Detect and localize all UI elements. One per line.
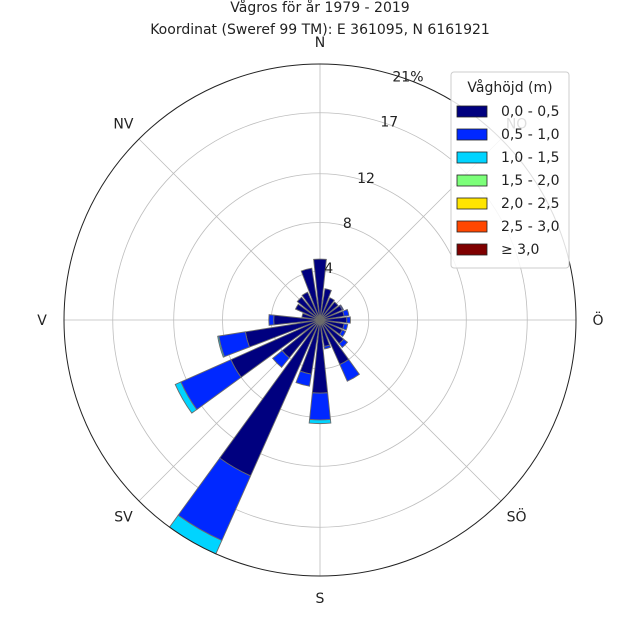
sector-bar-345-bin-0 — [300, 267, 321, 321]
sector-bar-330-bin-0 — [301, 291, 321, 321]
direction-label-3: SÖ — [507, 508, 527, 526]
legend-swatch-2 — [456, 151, 488, 164]
legend-label-5: 2,5 - 3,0 — [501, 219, 559, 235]
sector-bar-225-bin-1 — [271, 350, 290, 369]
sector-bar-90-bin-1 — [346, 316, 351, 324]
sector-bar-60-bin-1 — [339, 304, 344, 311]
legend-swatch-6 — [456, 243, 488, 256]
legend-swatch-3 — [456, 174, 488, 187]
sector-bar-195-bin-1 — [295, 370, 312, 387]
grid-spoke — [319, 319, 502, 502]
radial-tick-labels: 4 8 12 17 21% — [324, 69, 423, 276]
direction-label-4: S — [316, 591, 325, 607]
grid-spoke — [138, 138, 321, 321]
legend-label-0: 0,0 - 0,5 — [501, 104, 559, 120]
direction-label-6: V — [37, 313, 47, 329]
radial-tick-label: 8 — [343, 216, 352, 232]
chart-title-line2: Koordinat (Sweref 99 TM): E 361095, N 61… — [150, 22, 490, 38]
radial-tick-label: 4 — [324, 261, 333, 277]
legend-swatch-1 — [456, 128, 488, 141]
direction-label-5: SV — [114, 510, 133, 526]
sector-bar-135-bin-1 — [338, 338, 349, 349]
sector-bar-0-bin-0 — [313, 258, 327, 321]
radial-tick-label: 21% — [392, 69, 423, 85]
sector-bar-150-bin-1 — [339, 358, 361, 382]
legend-label-3: 1,5 - 2,0 — [501, 173, 559, 189]
legend: Våghöjd (m) 0,0 - 0,5 0,5 - 1,0 1,0 - 1,5 1,… — [450, 71, 570, 269]
legend-swatch-4 — [456, 197, 488, 210]
radial-tick-label: 12 — [357, 171, 375, 187]
legend-label-2: 1,0 - 1,5 — [501, 150, 559, 166]
sector-bars — [63, 63, 577, 577]
direction-label-0: N — [315, 35, 325, 51]
radial-tick-label: 17 — [380, 115, 398, 131]
sector-bar-30-bin-0 — [319, 297, 335, 321]
sector-bar-180-bin-1 — [309, 392, 331, 421]
sector-bar-240-bin-2 — [174, 381, 198, 414]
sector-bar-105-bin-1 — [342, 323, 349, 331]
direction-label-7: NV — [113, 116, 133, 132]
direction-label-2: Ö — [592, 311, 603, 329]
sector-bar-165-bin-1 — [323, 344, 332, 350]
legend-swatch-5 — [456, 220, 488, 233]
sector-bar-270-bin-1 — [268, 314, 275, 326]
legend-swatch-0 — [456, 105, 488, 118]
sector-bar-75-bin-1 — [342, 308, 350, 317]
legend-label-4: 2,0 - 2,5 — [501, 196, 559, 212]
sector-bar-180-bin-2 — [308, 418, 332, 425]
sector-bar-15-bin-0 — [319, 288, 332, 321]
legend-box — [450, 71, 570, 269]
legend-label-1: 0,5 - 1,0 — [501, 127, 559, 143]
legend-label-6: ≥ 3,0 — [501, 242, 539, 258]
chart-title-line1: Vågros för år 1979 - 2019 — [230, 0, 409, 16]
outer-ring — [63, 63, 577, 577]
sector-bar-45-bin-0 — [319, 301, 339, 321]
sector-bar-315-bin-0 — [296, 296, 321, 321]
sector-bar-120-bin-1 — [339, 329, 347, 338]
sector-bar-300-bin-0 — [294, 303, 321, 321]
sector-bar-255-bin-2 — [217, 335, 225, 358]
legend-title: Våghöjd (m) — [467, 79, 552, 96]
